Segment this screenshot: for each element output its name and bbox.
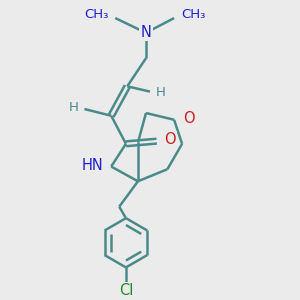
Text: N: N — [140, 25, 152, 40]
Text: O: O — [164, 132, 176, 147]
Text: CH₃: CH₃ — [181, 8, 205, 21]
Text: CH₃: CH₃ — [84, 8, 109, 21]
Text: HN: HN — [82, 158, 104, 173]
Text: O: O — [183, 111, 194, 126]
Text: H: H — [69, 101, 79, 114]
Text: Cl: Cl — [119, 284, 133, 298]
Text: H: H — [156, 86, 166, 100]
